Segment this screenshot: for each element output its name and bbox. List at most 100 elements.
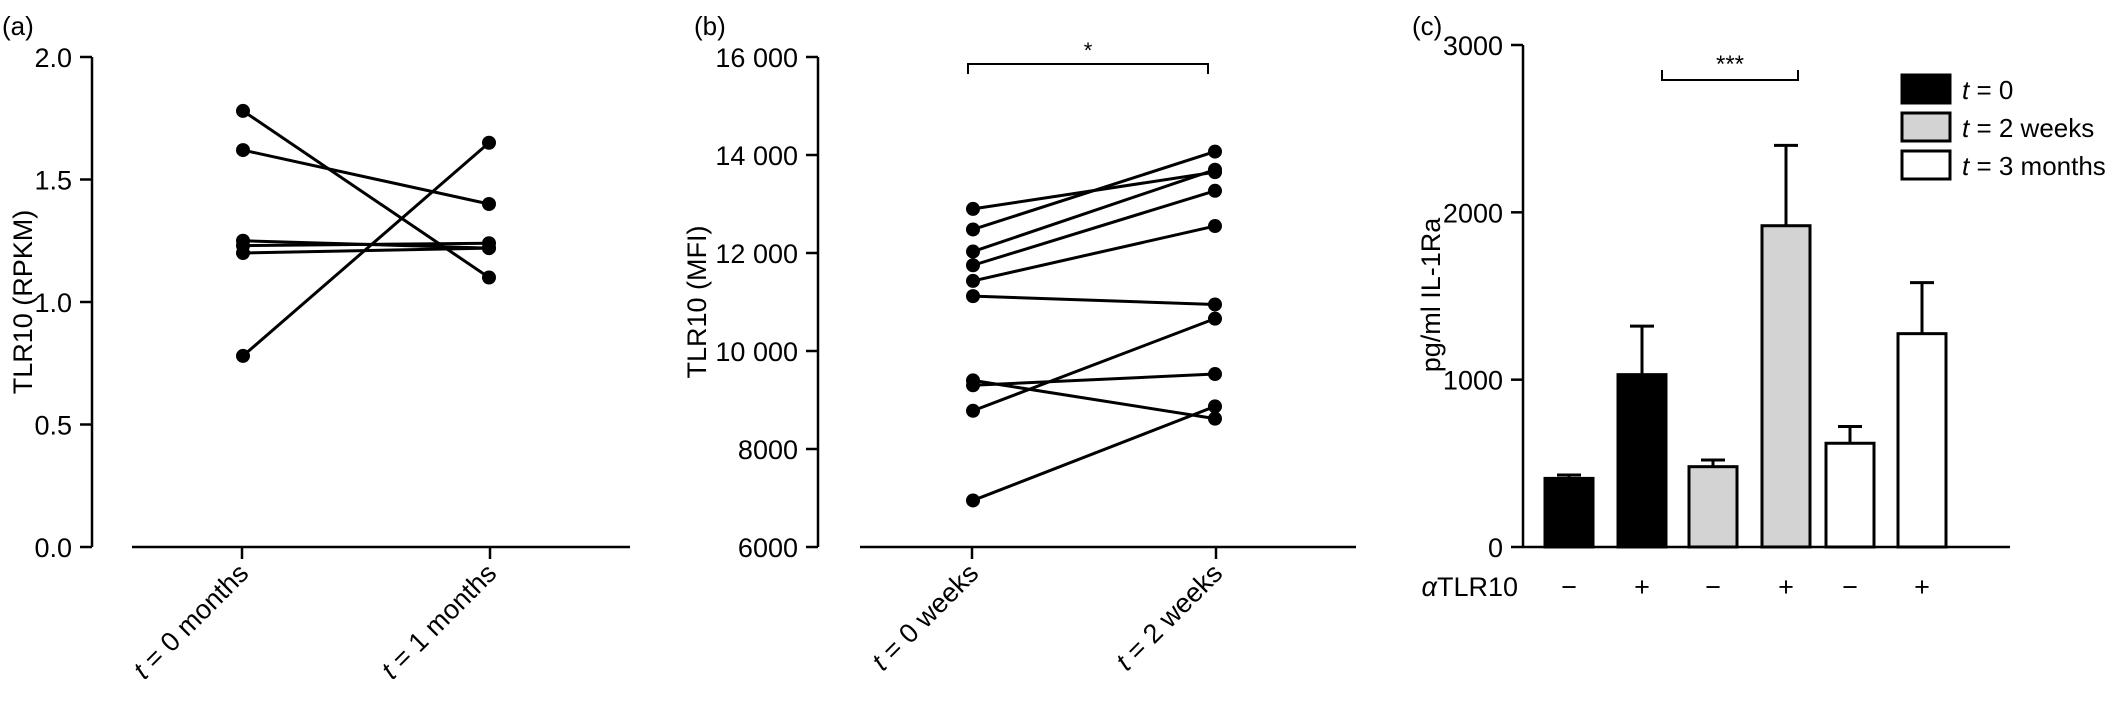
treatment-label-part-1: TLR10 [1437,572,1518,602]
y-axis-label: TLR10 (MFI) [682,225,712,378]
x-tick-label-part-1: = 0 weeks [871,558,984,671]
significance-marker: * [1084,38,1093,63]
significance-bracket [1661,70,1799,81]
panel-0: (a) 0.0 0.5 1.0 1.5 2.0 TLR10 (RPKM) t = 0 mont… [2,11,630,685]
x-tick-label: t = 0 weeks [866,558,984,676]
treatment-sign: + [1914,572,1930,602]
data-point [482,270,496,285]
data-point [1208,367,1222,382]
data-point [966,378,980,393]
y-tick-label: 3000 [1443,31,1503,61]
data-point [236,246,250,260]
data-point [966,258,980,273]
legend-label-part-0: t [1962,113,1971,143]
y-tick-label: 8000 [738,435,798,465]
bar [1824,441,1876,549]
treatment-label-part-0: α [1422,572,1439,602]
data-point [966,273,980,288]
pair-line [972,150,1216,231]
legend-label: t = 3 months [1962,151,2106,181]
treatment-sign: + [1634,572,1650,602]
significance-bracket [967,63,1209,74]
y-tick-label: 0 [1488,533,1503,563]
panel-label: (b) [694,11,726,41]
treatment-sign: − [1705,572,1721,602]
data-point [966,403,980,418]
x-tick-label: t = 1 months [375,558,502,685]
pair-line [242,148,490,206]
y-tick-label: 1.5 [34,166,72,196]
y-tick-label: 1.0 [34,288,72,318]
data-point [236,348,250,363]
pair-line [972,378,1216,421]
legend-label: t = 2 weeks [1962,113,2094,143]
data-point [1208,183,1222,198]
bar [1616,373,1668,549]
y-tick-label: 0.0 [34,533,72,563]
y-tick-label: 2000 [1443,198,1503,228]
data-point [236,103,250,118]
x-tick-label: t = 0 months [127,558,254,685]
data-point [1208,144,1222,159]
pair-line [972,189,1216,267]
y-tick-label: 6000 [738,533,798,563]
data-point [1208,311,1222,326]
data-point [1208,399,1222,414]
y-tick-label: 1000 [1443,366,1503,396]
treatment-label: αTLR10 [1422,572,1518,602]
x-tick-label: t = 2 weeks [1110,558,1228,676]
data-point [966,201,980,216]
legend-label-part-0: t [1962,75,1971,105]
y-tick-label: 12 000 [715,239,798,269]
pair-line [972,404,1216,502]
x-tick-label-part-1: = 2 weeks [1115,558,1228,671]
pair-line [972,372,1216,387]
data-point [236,143,250,158]
legend-label-part-1: = 3 months [1969,151,2106,181]
x-tick-label-part-1: = 1 months [381,558,503,680]
bar [1896,332,1948,549]
pair-line [242,241,490,248]
data-point [1208,411,1222,426]
data-point [1208,297,1222,312]
treatment-sign: + [1778,572,1794,602]
bar [1687,465,1739,549]
data-point [482,241,496,256]
treatment-sign: − [1561,572,1577,602]
x-tick-label-part-1: = 0 months [133,558,255,680]
pair-line [972,168,1216,253]
pair-line [972,317,1216,413]
y-axis-label: pg/ml IL-1Ra [1416,217,1446,373]
panel-label: (c) [1412,11,1442,41]
legend-label-part-0: t [1962,151,1971,181]
pair-line [972,224,1216,283]
data-point [482,197,496,211]
pair-line [972,294,1216,306]
panel-label: (a) [2,11,34,41]
legend-swatch [1900,111,1952,143]
pair-line [242,141,490,358]
y-tick-label: 2.0 [34,43,72,73]
bar [1543,476,1595,549]
treatment-sign: − [1842,572,1858,602]
data-point [1208,219,1222,234]
significance-marker: *** [1716,51,1744,78]
y-tick-label: 14 000 [715,141,798,171]
data-point [1208,162,1222,177]
bar [1760,224,1812,549]
panel-1: (b) 6000 8000 10 000 12 000 14 000 16 000 TLR10… [682,11,1356,676]
y-tick-label: 0.5 [34,411,72,441]
data-point [966,289,980,304]
data-point [482,135,496,150]
data-point [966,244,980,259]
y-tick-label: 10 000 [715,337,798,367]
panel-2: (c) 0 1000 2000 3000 pg/ml IL-1Ra αTLR10 − + − + − +… [1412,11,2106,602]
data-point [966,222,980,237]
y-tick-label: 16 000 [715,43,798,73]
legend-swatch [1900,149,1952,181]
data-point [966,493,980,508]
legend-swatch [1900,73,1952,105]
legend-label: t = 0 [1962,75,2013,105]
